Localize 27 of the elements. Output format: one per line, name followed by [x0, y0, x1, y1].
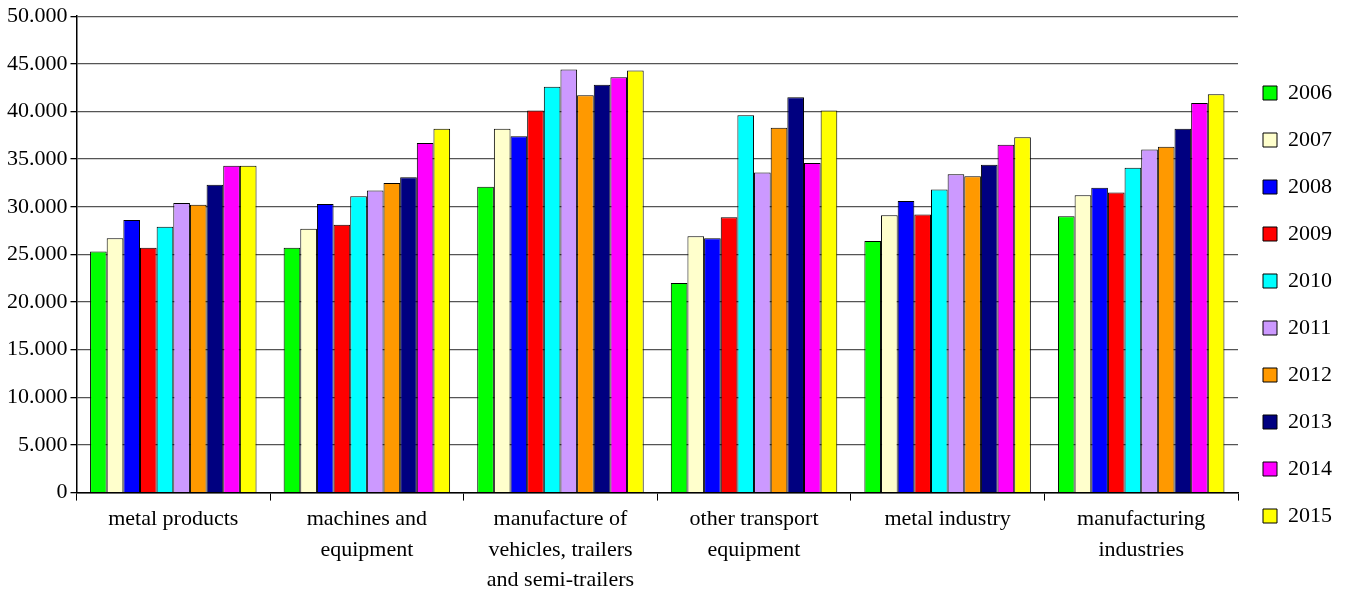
legend-label: 2012 [1288, 360, 1332, 386]
y-tick-label: 50.000 [7, 1, 68, 27]
x-tick-label: metal products [108, 504, 239, 530]
x-tick-label: manufacturing industries [1077, 504, 1206, 561]
y-tick-label: 0 [56, 478, 68, 504]
legend-label: 2008 [1288, 172, 1332, 198]
legend-label: 2007 [1288, 125, 1332, 151]
y-tick-label: 10.000 [7, 383, 68, 409]
x-tick-label: machines and equipment [306, 504, 428, 561]
y-tick-label: 25.000 [7, 240, 68, 266]
legend-label: 2011 [1288, 313, 1332, 339]
legend-label: 2014 [1288, 454, 1332, 480]
y-tick-label: 30.000 [7, 192, 68, 218]
y-tick-label: 35.000 [7, 144, 68, 170]
legend-label: 2015 [1288, 501, 1332, 527]
y-tick-label: 45.000 [7, 49, 68, 75]
legend-label: 2010 [1288, 266, 1332, 292]
y-tick-label: 15.000 [7, 335, 68, 361]
x-tick-label: manufacture of vehicles, trailers and semi-trailers [486, 504, 635, 592]
legend-label: 2009 [1288, 219, 1332, 245]
legend-label: 2006 [1288, 78, 1332, 104]
legend-label: 2013 [1288, 407, 1332, 433]
x-tick-label: other transport equipment [689, 504, 819, 561]
y-tick-label: 40.000 [7, 97, 68, 123]
y-tick-label: 20.000 [7, 287, 68, 313]
y-tick-label: 5.000 [18, 430, 68, 456]
x-tick-label: metal industry [884, 504, 1011, 530]
